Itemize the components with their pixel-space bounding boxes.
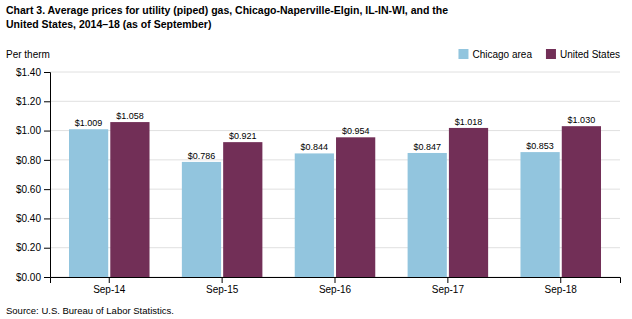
- bar: [69, 129, 108, 277]
- bar: [449, 128, 488, 277]
- bar: [520, 152, 559, 277]
- bars: [69, 122, 601, 277]
- x-axis: Sep-14 Sep-15 Sep-16 Sep-17 Sep-18: [51, 277, 621, 295]
- data-label: $0.847: [413, 142, 441, 152]
- bar: [336, 137, 375, 277]
- bar: [295, 153, 334, 277]
- tick-mark: [560, 277, 561, 283]
- y-axis-label: Per therm: [6, 49, 50, 60]
- tick-mark: [109, 277, 110, 283]
- data-label: $0.954: [342, 126, 370, 136]
- data-label: $1.030: [568, 115, 596, 125]
- bar: [182, 162, 221, 277]
- tick-mark: [44, 160, 50, 161]
- grid-line: [50, 72, 620, 73]
- tick-label: $1.20: [16, 96, 41, 107]
- y-tick: $1.00: [16, 125, 50, 136]
- y-tick: $0.20: [16, 242, 50, 253]
- data-label: $0.853: [526, 141, 554, 151]
- legend-swatch: [458, 49, 468, 59]
- tick-label: Sep-17: [432, 284, 465, 295]
- tick-label: $0.80: [16, 155, 41, 166]
- tick-label: Sep-16: [319, 284, 352, 295]
- y-tick: $0.60: [16, 184, 50, 195]
- tick-label: $0.00: [16, 272, 41, 283]
- y-tick: $1.40: [16, 67, 50, 78]
- plot: $1.009 $0.786 $0.844 $0.847 $0.853 $1.058 $0.9…: [16, 67, 621, 295]
- chart: Chart 3. Average prices for utility (pip…: [0, 0, 632, 319]
- grid-line: [50, 101, 620, 102]
- data-label: $0.921: [229, 131, 257, 141]
- source: Source: U.S. Bureau of Labor Statistics.: [6, 305, 174, 316]
- tick-label: $0.40: [16, 213, 41, 224]
- bar: [562, 126, 601, 277]
- legend-item: Chicago area: [458, 49, 532, 60]
- legend-label: Chicago area: [472, 49, 532, 60]
- data-label: $1.009: [75, 118, 103, 128]
- legend-swatch: [546, 49, 556, 59]
- data-label: $1.018: [455, 117, 483, 127]
- bar: [408, 153, 447, 277]
- axis-line: [44, 73, 51, 278]
- y-tick: $0.80: [16, 155, 50, 166]
- y-axis: $0.00 $0.20 $0.40 $0.60 $0.80 $1.00 $1.20 $1.40: [16, 67, 51, 283]
- data-label: $0.786: [188, 151, 216, 161]
- tick-mark: [335, 277, 336, 283]
- legend-item: United States: [546, 49, 620, 60]
- x-tick: Sep-15: [206, 277, 239, 295]
- legend: Chicago area United States: [458, 49, 620, 60]
- tick-mark: [44, 72, 50, 73]
- bar: [223, 142, 262, 277]
- tick-label: $1.00: [16, 125, 41, 136]
- x-tick: Sep-14: [93, 277, 126, 295]
- y-tick: $0.00: [16, 272, 50, 283]
- tick-mark: [44, 189, 50, 190]
- tick-mark: [222, 277, 223, 283]
- bar: [110, 122, 149, 277]
- title: United States, 2014–18 (as of September): [6, 18, 211, 30]
- tick-mark: [44, 218, 50, 219]
- tick-label: $0.20: [16, 242, 41, 253]
- tick-label: Sep-14: [93, 284, 126, 295]
- tick-label: Sep-15: [206, 284, 239, 295]
- tick-label: $0.60: [16, 184, 41, 195]
- data-label: $1.058: [116, 111, 144, 121]
- grid: [50, 72, 620, 277]
- tick-label: Sep-18: [545, 284, 578, 295]
- legend-label: United States: [560, 49, 620, 60]
- y-tick: $1.20: [16, 96, 50, 107]
- tick-mark: [44, 277, 50, 278]
- data-labels: $1.009 $0.786 $0.844 $0.847 $0.853 $1.058 $0.9…: [75, 111, 595, 161]
- data-label: $0.844: [301, 142, 329, 152]
- tick-mark: [44, 248, 50, 249]
- tick-mark: [447, 277, 448, 283]
- tick-label: $1.40: [16, 67, 41, 78]
- axis-line: [51, 278, 621, 284]
- x-tick: Sep-18: [545, 277, 578, 295]
- tick-mark: [44, 131, 50, 132]
- x-tick: Sep-16: [319, 277, 352, 295]
- title: Chart 3. Average prices for utility (pip…: [6, 4, 448, 16]
- tick-mark: [44, 101, 50, 102]
- y-tick: $0.40: [16, 213, 50, 224]
- x-tick: Sep-17: [432, 277, 465, 295]
